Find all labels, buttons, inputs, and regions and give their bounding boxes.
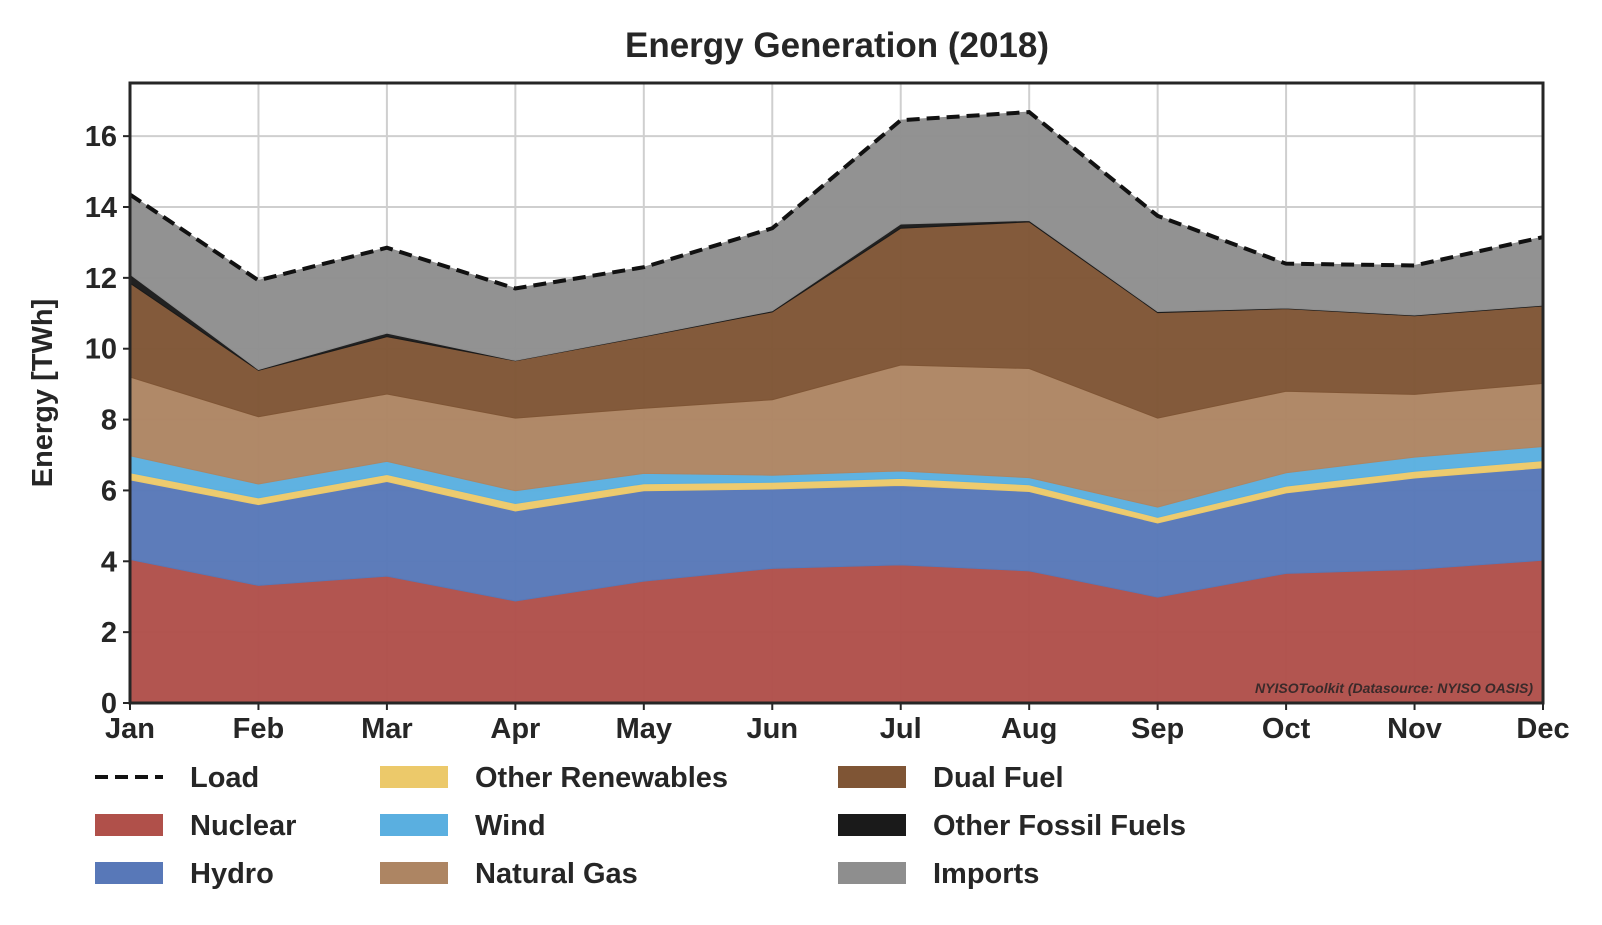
legend-swatch-other-fossil-fuels xyxy=(838,814,906,836)
x-tick-label-nov: Nov xyxy=(1387,713,1442,745)
x-tick-label-apr: Apr xyxy=(490,713,540,745)
legend-label-load: Load xyxy=(190,762,259,794)
x-tick-label-jan: Jan xyxy=(105,713,155,745)
legend-item-dual-fuel: Dual Fuel xyxy=(838,762,1064,794)
legend-item-nuclear: Nuclear xyxy=(95,810,296,842)
legend-swatch-hydro xyxy=(95,862,163,884)
source-annotation: NYISOToolkit (Datasource: NYISO OASIS) xyxy=(1255,680,1533,696)
legend-item-natural-gas: Natural Gas xyxy=(380,858,638,890)
legend-item-imports: Imports xyxy=(838,858,1039,890)
plot-frame xyxy=(128,81,1545,705)
legend-swatch-dual-fuel xyxy=(838,766,906,788)
y-tick-label-8: 8 xyxy=(101,405,117,437)
x-tick-label-may: May xyxy=(616,713,672,745)
y-tick-label-0: 0 xyxy=(101,688,117,720)
legend-swatch-natural-gas xyxy=(380,862,448,884)
legend-swatch-other-renewables xyxy=(380,766,448,788)
legend-label-dual-fuel: Dual Fuel xyxy=(933,762,1064,794)
legend-label-nuclear: Nuclear xyxy=(190,810,296,842)
legend-item-wind: Wind xyxy=(380,810,546,842)
x-tick-label-mar: Mar xyxy=(361,713,413,745)
legend-item-hydro: Hydro xyxy=(95,858,274,890)
y-tick-label-16: 16 xyxy=(85,121,117,153)
legend-item-other-renewables: Other Renewables xyxy=(380,762,728,794)
y-tick-label-14: 14 xyxy=(85,192,117,224)
legend-label-natural-gas: Natural Gas xyxy=(475,858,638,890)
legend-label-other-renewables: Other Renewables xyxy=(475,762,728,794)
legend-swatch-nuclear xyxy=(95,814,163,836)
y-axis-label: Energy [TWh] xyxy=(27,299,59,488)
tick-layer: Jan Feb Mar Apr May Jun Jul Aug Sep Oct Nov Dec 0 2 4 6… xyxy=(85,121,1570,745)
legend-label-other-fossil-fuels: Other Fossil Fuels xyxy=(933,810,1186,842)
legend-item-other-fossil-fuels: Other Fossil Fuels xyxy=(838,810,1186,842)
y-tick-label-2: 2 xyxy=(101,617,117,649)
chart-title: Energy Generation (2018) xyxy=(625,26,1049,65)
legend-label-imports: Imports xyxy=(933,858,1039,890)
legend-item-load: Load xyxy=(95,762,259,794)
y-tick-label-6: 6 xyxy=(101,475,117,507)
y-tick-label-12: 12 xyxy=(85,263,117,295)
y-tick-label-10: 10 xyxy=(85,334,117,366)
x-tick-label-feb: Feb xyxy=(233,713,285,745)
x-tick-label-oct: Oct xyxy=(1262,713,1311,745)
legend: Load Nuclear Hydro Other Renewables Wind Natu… xyxy=(95,762,1186,890)
legend-swatch-wind xyxy=(380,814,448,836)
legend-label-wind: Wind xyxy=(475,810,546,842)
x-tick-label-dec: Dec xyxy=(1516,713,1569,745)
y-tick-label-4: 4 xyxy=(101,546,117,578)
legend-swatch-imports xyxy=(838,862,906,884)
line-load xyxy=(128,110,1544,291)
legend-label-hydro: Hydro xyxy=(190,858,274,890)
x-tick-label-jun: Jun xyxy=(746,713,798,745)
x-tick-label-jul: Jul xyxy=(880,713,922,745)
line-layer xyxy=(128,110,1544,291)
area-layer xyxy=(129,111,1544,704)
x-tick-label-sep: Sep xyxy=(1131,713,1184,745)
x-tick-label-aug: Aug xyxy=(1001,713,1057,745)
